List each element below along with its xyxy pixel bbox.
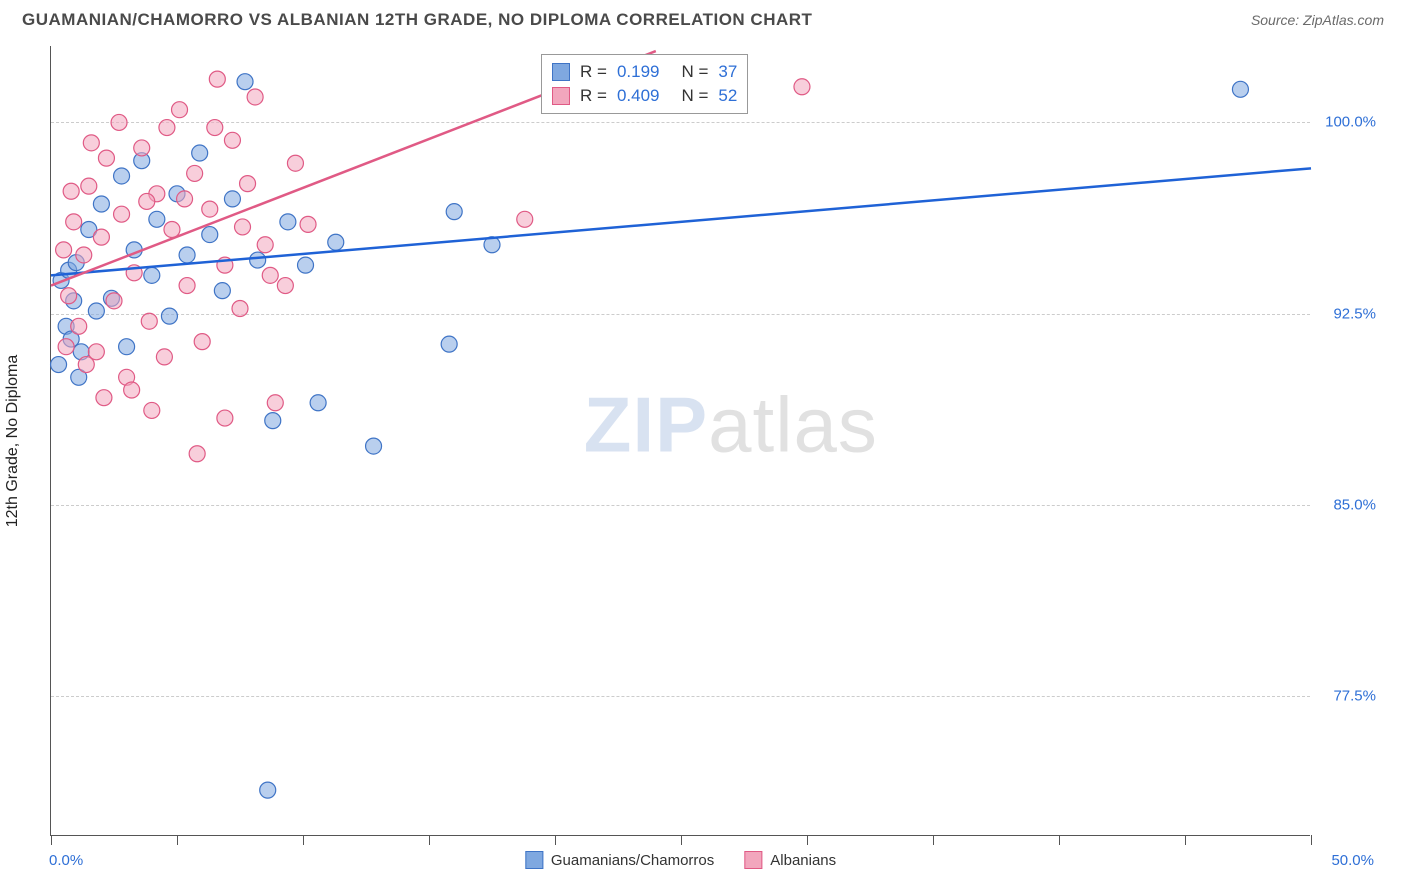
stats-row-albanian: R = 0.409 N = 52 — [552, 84, 737, 108]
y-tick-label: 77.5% — [1333, 687, 1376, 704]
y-tick-label: 85.0% — [1333, 496, 1376, 513]
stats-row-guamanian: R = 0.199 N = 37 — [552, 60, 737, 84]
x-axis-min-label: 0.0% — [49, 852, 83, 869]
legend-label-albanian: Albanians — [770, 852, 836, 869]
legend-item-albanian: Albanians — [744, 851, 836, 869]
legend-label-guamanian: Guamanians/Chamorros — [551, 852, 714, 869]
legend-swatch-albanian — [744, 851, 762, 869]
legend-item-guamanian: Guamanians/Chamorros — [525, 851, 714, 869]
swatch-guamanian — [552, 63, 570, 81]
chart-title: GUAMANIAN/CHAMORRO VS ALBANIAN 12TH GRAD… — [22, 10, 812, 30]
header: GUAMANIAN/CHAMORRO VS ALBANIAN 12TH GRAD… — [0, 0, 1406, 36]
legend-swatch-guamanian — [525, 851, 543, 869]
y-tick-label: 100.0% — [1325, 114, 1376, 131]
y-axis-label: 12th Grade, No Diploma — [4, 354, 22, 527]
trend-lines — [51, 46, 1310, 835]
swatch-albanian — [552, 87, 570, 105]
source-attribution: Source: ZipAtlas.com — [1251, 12, 1384, 28]
y-tick-label: 92.5% — [1333, 305, 1376, 322]
x-axis-max-label: 50.0% — [1331, 852, 1374, 869]
trend-line — [51, 168, 1311, 275]
legend-bottom: Guamanians/Chamorros Albanians — [525, 851, 836, 869]
plot-area: 12th Grade, No Diploma 77.5%85.0%92.5%10… — [50, 46, 1310, 836]
stats-legend-box: R = 0.199 N = 37 R = 0.409 N = 52 — [541, 54, 748, 114]
chart-container: 12th Grade, No Diploma 77.5%85.0%92.5%10… — [50, 46, 1380, 836]
